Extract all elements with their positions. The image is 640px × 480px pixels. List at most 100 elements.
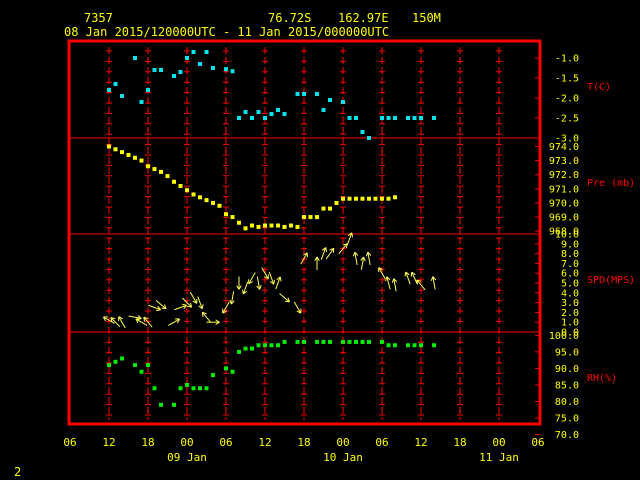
data-point [152, 386, 157, 391]
station-elevation: 150M [412, 11, 441, 25]
data-point [113, 147, 118, 152]
data-point [347, 196, 352, 201]
y-tick-label: 6.0 [561, 269, 579, 280]
wind-arrow [325, 247, 335, 260]
wind-arrow-shaft [367, 252, 371, 265]
wind-arrow-shaft [393, 278, 397, 292]
wind-arrow [293, 301, 302, 314]
wind-arrow-head [236, 285, 240, 290]
wind-arrow [143, 316, 153, 328]
data-point [146, 363, 150, 368]
wind-arrow-shaft [256, 276, 261, 290]
wind-arrow-head [363, 256, 366, 262]
wind-arrow [261, 267, 269, 280]
wind-arrow-head [137, 315, 142, 319]
wind-arrow-shaft [279, 293, 290, 303]
data-point [204, 50, 209, 54]
panel-label: SPD(MPS) [587, 275, 635, 286]
x-tick-label: 00 [180, 436, 193, 449]
data-point [347, 116, 352, 120]
data-point [230, 69, 235, 74]
wind-arrow [174, 303, 187, 311]
data-point [276, 108, 280, 112]
wind-arrow-head [248, 281, 253, 285]
wind-arrow-head [182, 303, 187, 306]
wind-arrow-shaft [293, 301, 302, 314]
y-tick-label: 968.0 [549, 227, 579, 238]
wind-arrow-head [352, 251, 356, 257]
data-point [172, 179, 176, 184]
data-point [230, 215, 235, 220]
data-point [269, 112, 274, 116]
data-point [204, 198, 209, 203]
page-number: 2 [14, 465, 21, 479]
data-point [406, 343, 410, 348]
wind-arrow [320, 247, 328, 260]
wind-arrow-head [365, 251, 369, 257]
data-point [159, 402, 163, 407]
data-point [139, 369, 144, 374]
x-tick-label: 06 [63, 436, 76, 449]
data-point [334, 200, 339, 205]
y-tick-label: 90.0 [555, 364, 579, 375]
y-tick-label: 971.0 [549, 184, 579, 195]
wind-arrow [300, 252, 308, 265]
wind-arrow [404, 271, 411, 285]
wind-arrow [189, 291, 198, 304]
data-point [263, 116, 267, 120]
data-point [237, 116, 241, 120]
y-tick-label: -1.5 [555, 74, 579, 85]
data-point [256, 343, 261, 348]
wind-arrow [365, 251, 372, 265]
data-point [152, 167, 157, 172]
wind-arrow-shaft [300, 252, 308, 265]
panel-label: RH(%) [587, 373, 617, 384]
data-point [107, 88, 111, 92]
data-point [224, 212, 228, 217]
data-point [211, 373, 215, 378]
panels: -1.0-1.5-2.0-2.5-3.0T(C)974.0973.0972.09… [102, 50, 635, 441]
wind-arrow [241, 281, 249, 295]
data-point [289, 223, 293, 228]
data-point [191, 386, 196, 391]
x-tick-label: 06 [219, 436, 232, 449]
wind-arrow [385, 276, 391, 290]
wind-arrow-head [177, 318, 181, 324]
wind-arrow-head [430, 276, 434, 281]
station-id: 7357 [84, 11, 113, 25]
data-point [328, 339, 332, 344]
station-latitude: 76.72S [268, 11, 311, 25]
data-point [263, 343, 267, 348]
wind-arrow-shaft [110, 317, 121, 328]
wind-arrow-shaft [432, 276, 436, 290]
data-point [367, 339, 371, 344]
y-tick-label: 70.0 [555, 430, 579, 441]
wind-arrow [197, 296, 204, 310]
x-tick-label: 18 [453, 436, 466, 449]
y-tick-label: 100.0 [549, 331, 579, 342]
data-point [276, 223, 280, 228]
wind-arrow-head [229, 299, 232, 305]
data-point [107, 363, 111, 368]
wind-arrow-head [102, 316, 106, 322]
x-tick-label: 00 [492, 436, 505, 449]
wind-arrow-head [367, 251, 372, 256]
data-point [133, 155, 137, 160]
wind-arrow-shaft [405, 271, 411, 285]
wind-arrow-head [314, 256, 318, 262]
y-tick-label: 7.0 [561, 259, 579, 270]
data-point [302, 215, 306, 220]
wind-arrow-shaft [118, 316, 126, 329]
wind-arrow-head [391, 278, 395, 283]
data-point [185, 382, 189, 387]
data-point [295, 224, 300, 229]
data-point [373, 196, 378, 201]
wind-arrow-head [287, 297, 290, 303]
wind-arrow-shaft [182, 297, 192, 308]
wind-arrow-head [342, 243, 348, 246]
data-point [282, 112, 287, 116]
data-point [341, 196, 345, 201]
y-tick-label: -2.5 [555, 114, 579, 125]
data-point [172, 74, 176, 78]
wind-arrow [229, 291, 235, 305]
